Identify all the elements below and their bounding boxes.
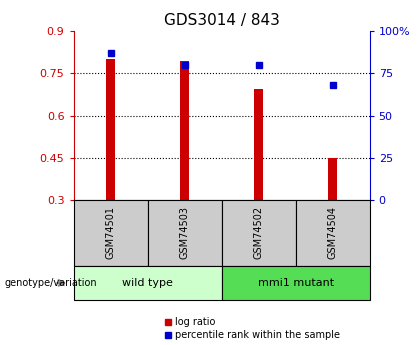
Bar (147, 200, 222, 266)
Bar (328, 158, 337, 200)
Text: genotype/variation: genotype/variation (4, 278, 97, 288)
Bar (296, 200, 370, 266)
Bar (254, 89, 263, 200)
Text: wild type: wild type (122, 278, 173, 288)
Bar (106, 59, 115, 200)
Text: GSM74502: GSM74502 (254, 206, 264, 259)
Text: mmi1 mutant: mmi1 mutant (257, 278, 333, 288)
Text: GSM74503: GSM74503 (179, 206, 189, 259)
Title: GDS3014 / 843: GDS3014 / 843 (164, 13, 279, 29)
Text: GSM74501: GSM74501 (105, 206, 116, 259)
Bar (74, 266, 222, 300)
Bar (222, 266, 370, 300)
Bar (74, 200, 147, 266)
Text: GSM74504: GSM74504 (328, 206, 338, 259)
Legend: log ratio, percentile rank within the sample: log ratio, percentile rank within the sa… (164, 317, 340, 340)
Bar (180, 61, 189, 200)
Bar (222, 200, 296, 266)
